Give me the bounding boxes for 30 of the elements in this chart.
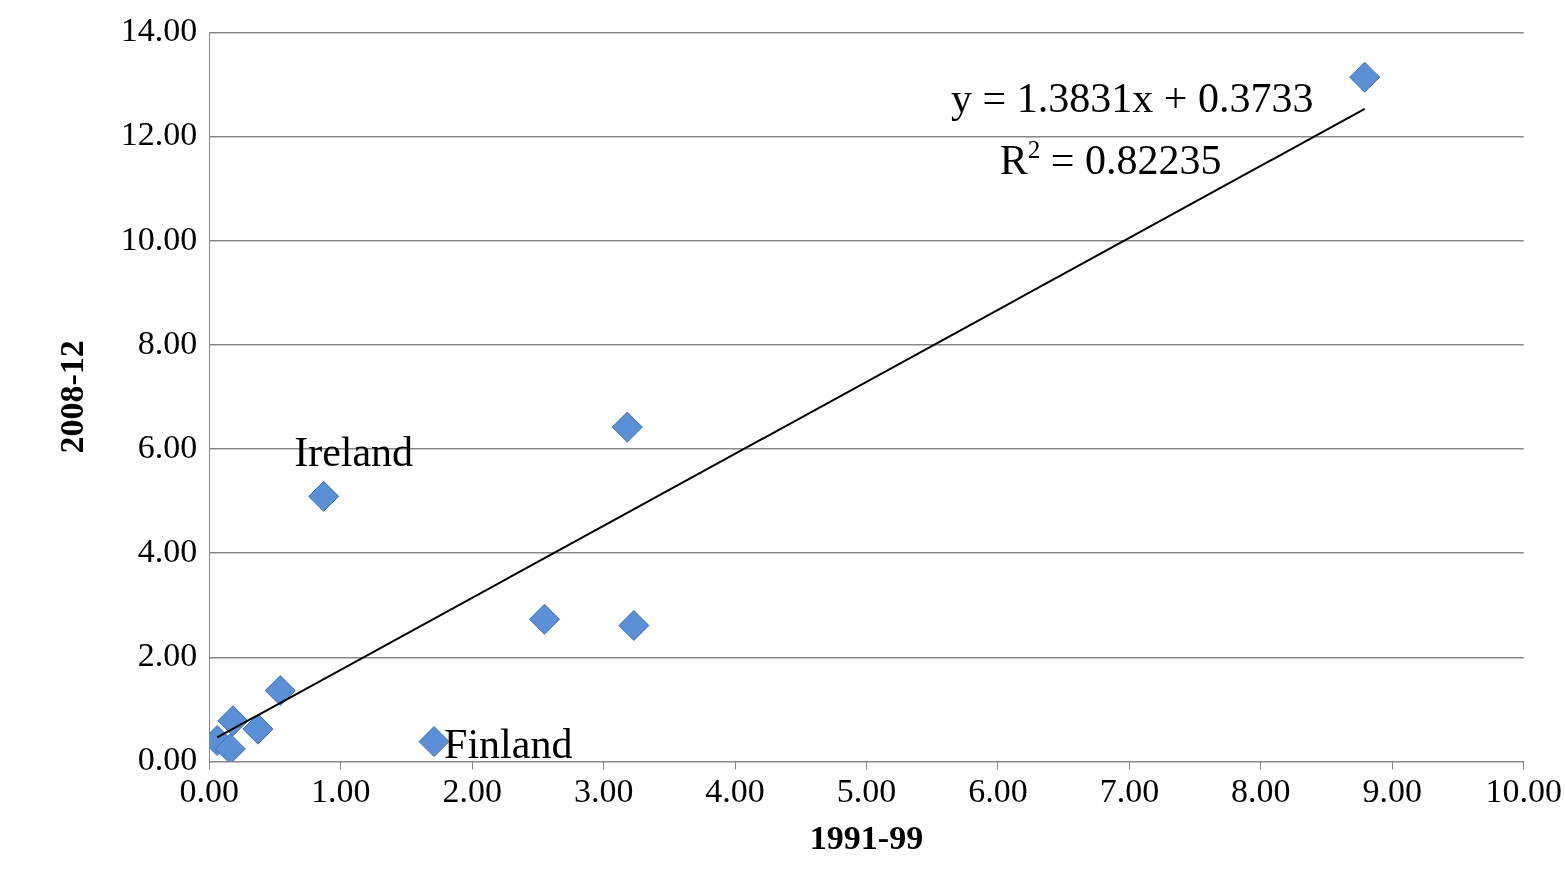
point (611, 411, 643, 443)
y-tick-label: 8.00 (137, 323, 198, 361)
y-tick-label: 12.00 (120, 115, 198, 153)
y-tick-label: 2.00 (137, 636, 198, 674)
x-tick-label: 7.00 (1099, 771, 1160, 809)
y-tick-label: 4.00 (137, 532, 198, 570)
y-axis-title: 2008-12 (53, 340, 91, 454)
point (618, 609, 650, 641)
y-tick-label: 14.00 (120, 11, 198, 49)
point (242, 713, 274, 745)
x-tick-label: 8.00 (1231, 771, 1291, 809)
x-tick-label: 10.00 (1485, 771, 1562, 809)
point (528, 603, 560, 635)
point (1349, 61, 1381, 93)
point (308, 480, 340, 512)
y-tick-label: 10.00 (120, 219, 198, 257)
point (264, 675, 296, 707)
point (214, 733, 246, 762)
x-tick-label: 2.00 (442, 771, 502, 809)
x-tick-label: 9.00 (1362, 771, 1423, 809)
x-tick-label: 4.00 (705, 771, 765, 809)
x-tick-label: 5.00 (836, 771, 897, 809)
x-tick-label: 1.00 (310, 771, 371, 809)
annotation: Ireland (294, 429, 414, 476)
x-axis-title: 1991-99 (809, 819, 924, 857)
y-tick-label: 6.00 (137, 427, 198, 465)
annotation: Finland (444, 720, 573, 767)
x-tick-label: 3.00 (573, 771, 634, 809)
x-tick-label: 6.00 (968, 771, 1028, 809)
annotation: y = 1.3831x + 0.3733 (951, 75, 1314, 122)
